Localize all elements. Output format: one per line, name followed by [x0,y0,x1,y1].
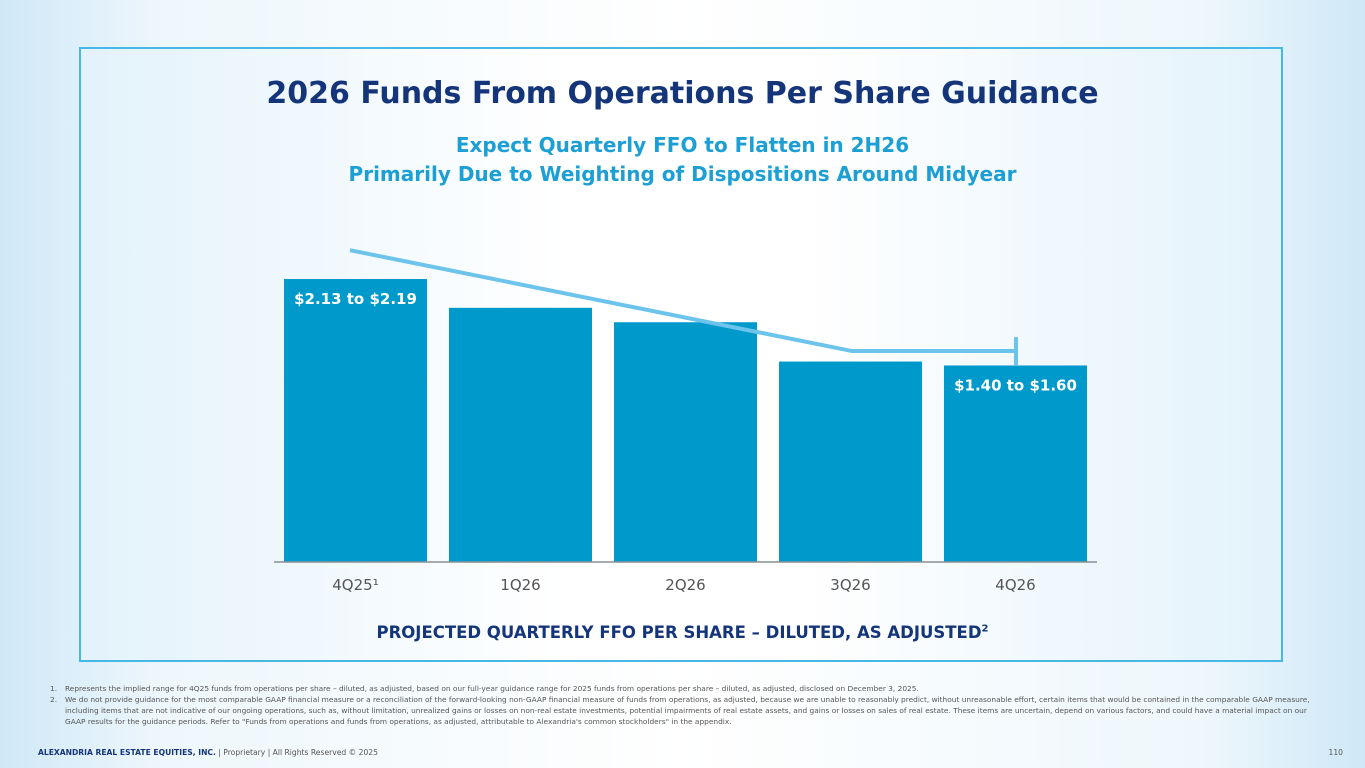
page-number: 110 [1328,748,1344,757]
bar-5 [944,365,1087,562]
x-tick-label: 4Q26 [995,576,1035,594]
subtitle-line-2: Primarily Due to Weighting of Dispositio… [348,162,1017,186]
footer-rights: | Proprietary | All Rights Reserved © 20… [215,748,378,757]
footnote-text: Represents the implied range for 4Q25 fu… [65,684,919,693]
footnote-1: 1. Represents the implied range for 4Q25… [50,683,1320,694]
subtitle-line-1: Expect Quarterly FFO to Flatten in 2H26 [455,133,910,157]
ffo-bar-chart: 4Q25¹ $2.13 to $2.19 1Q26 2Q26 3Q26 4Q26 $1.40… [274,248,1097,594]
bar-2 [449,307,592,562]
x-tick-label: 3Q26 [830,576,870,594]
company-name: ALEXANDRIA REAL ESTATE EQUITIES, INC. [38,748,216,757]
axis-label-text: PROJECTED QUARTERLY FFO PER SHARE – DILU… [376,623,982,642]
page-footer: ALEXANDRIA REAL ESTATE EQUITIES, INC. | … [38,748,378,757]
x-tick-label: 2Q26 [665,576,705,594]
footnote-2: 2. We do not provide guidance for the mo… [50,694,1320,727]
bar-1 [284,279,427,562]
footnote-number: 2. [50,695,58,704]
footnotes: 1. Represents the implied range for 4Q25… [50,683,1320,727]
trend-line [349,248,1016,354]
x-tick-label: 1Q26 [500,576,540,594]
chart-axis-label: PROJECTED QUARTERLY FFO PER SHARE – DILU… [0,623,1365,642]
bar-data-label: $1.40 to $1.60 [954,376,1077,394]
bar-data-label: $2.13 to $2.19 [294,290,417,308]
bar-3 [614,322,757,562]
axis-label-footnote-ref: 2 [981,623,989,635]
chart-subtitle: Expect Quarterly FFO to Flatten in 2H26 … [0,131,1365,189]
bar-4 [779,361,922,562]
page-title: 2026 Funds From Operations Per Share Gui… [266,76,1099,111]
footnote-text: We do not provide guidance for the most … [65,695,1310,726]
x-tick-label: 4Q25¹ [332,576,378,594]
footnote-number: 1. [50,684,58,693]
